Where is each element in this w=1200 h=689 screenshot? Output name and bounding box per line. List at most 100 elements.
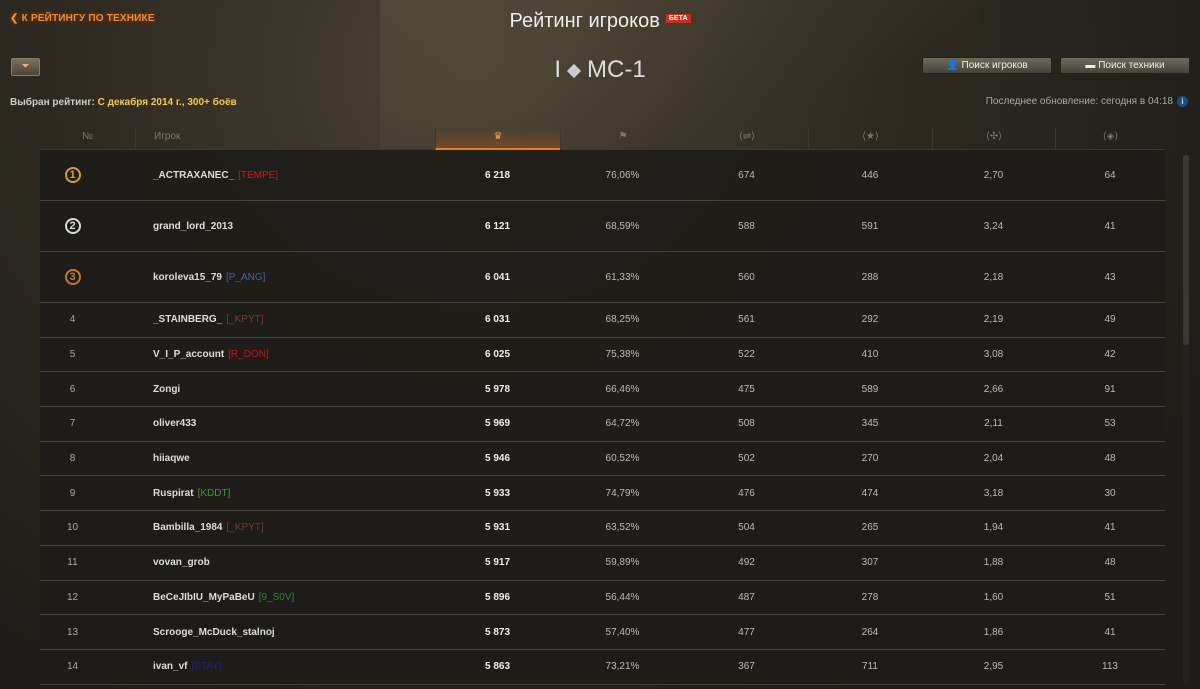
player-name[interactable]: Scrooge_McDuck_stalnoj bbox=[153, 626, 275, 638]
title-text: Рейтинг игроков bbox=[509, 10, 660, 32]
avg-spotted: 41 bbox=[1104, 220, 1116, 232]
rank: 4 bbox=[69, 314, 76, 326]
scrollbar[interactable] bbox=[1183, 155, 1189, 685]
win-rate: 56,44% bbox=[605, 591, 640, 603]
player-name[interactable]: koroleva15_79 bbox=[153, 271, 222, 283]
rank: 13 bbox=[66, 626, 79, 638]
clan-tag[interactable]: [P_ANG] bbox=[225, 271, 266, 283]
table-row[interactable]: 2 grand_lord_2013 6 121 68,59% 588 591 3,24 41 bbox=[40, 201, 1165, 252]
search-vehicles-label: Поиск техники bbox=[1098, 60, 1165, 71]
rank: 5 bbox=[69, 349, 76, 361]
player-cell: BeCeJIbIU_MyPaBeU [9_S0V] bbox=[153, 581, 294, 615]
col-player[interactable]: Игрок bbox=[135, 128, 435, 150]
player-name[interactable]: V_I_P_account bbox=[153, 349, 225, 361]
col-spotted[interactable]: ⟨◈⟩ bbox=[1055, 128, 1165, 150]
col-wins[interactable]: ⚑ bbox=[560, 128, 685, 150]
rank-cell: 3 bbox=[40, 252, 105, 302]
player-cell: ivan_vf [STAY] bbox=[153, 650, 222, 684]
back-to-vehicle-rating-link[interactable]: ❮ К РЕЙТИНГУ ПО ТЕХНИКЕ bbox=[10, 13, 155, 24]
avg-experience: 288 bbox=[861, 271, 879, 283]
avg-kills: 2,70 bbox=[983, 169, 1004, 181]
rank-cell: 12 bbox=[40, 581, 105, 615]
avg-kills: 2,11 bbox=[984, 418, 1003, 430]
table-row[interactable]: 4 _STAINBERG_ [_KPYT] 6 031 68,25% 561 292 2,19… bbox=[40, 303, 1165, 338]
avg-experience: 278 bbox=[861, 591, 879, 603]
avg-damage: 476 bbox=[738, 487, 755, 499]
table-row[interactable]: 3 koroleva15_79 [P_ANG] 6 041 61,33% 560 288 2,… bbox=[40, 252, 1165, 303]
scrollbar-thumb[interactable] bbox=[1183, 155, 1189, 345]
avg-damage: 674 bbox=[738, 169, 755, 181]
avg-kills: 2,19 bbox=[983, 314, 1004, 326]
player-name[interactable]: BeCeJIbIU_MyPaBeU bbox=[153, 591, 255, 603]
star-icon: ⟨★⟩ bbox=[862, 131, 879, 142]
avg-kills: 1,88 bbox=[983, 557, 1004, 569]
table-row[interactable]: 1 _ACTRAXANEC_ [TEMPE] 6 218 76,06% 674 446 2,7… bbox=[40, 150, 1165, 201]
clan-tag[interactable]: [STAY] bbox=[191, 661, 222, 673]
rating-value: 5 969 bbox=[484, 418, 511, 430]
avg-damage: 588 bbox=[738, 220, 755, 232]
rating-value: 5 873 bbox=[484, 626, 511, 638]
col-damage[interactable]: ⟨⇌⟩ bbox=[685, 128, 808, 150]
rank-cell: 5 bbox=[40, 338, 105, 372]
table-row[interactable]: 10 Bambilla_1984 [_KPYT] 5 931 63,52% 504 265 1… bbox=[40, 511, 1165, 546]
info-icon[interactable]: i bbox=[1177, 96, 1188, 107]
avg-damage: 492 bbox=[738, 557, 755, 569]
avg-kills: 1,94 bbox=[983, 522, 1004, 534]
avg-kills: 2,95 bbox=[983, 661, 1004, 673]
tank-name: МС-1 bbox=[587, 56, 646, 83]
player-name[interactable]: Bambilla_1984 bbox=[153, 522, 223, 534]
search-vehicles-button[interactable]: ▬ Поиск техники bbox=[1060, 57, 1190, 74]
col-rating[interactable]: ♛ bbox=[435, 128, 560, 150]
avg-spotted: 91 bbox=[1104, 383, 1116, 395]
medal-icon: 1 bbox=[64, 167, 81, 183]
player-name[interactable]: oliver433 bbox=[153, 418, 197, 430]
rank-cell: 14 bbox=[40, 650, 105, 684]
table-row[interactable]: 6 Zongi 5 978 66,46% 475 589 2,66 91 bbox=[40, 372, 1165, 408]
table-row[interactable]: 7 oliver433 5 969 64,72% 508 345 2,11 53 bbox=[40, 407, 1165, 442]
table-row[interactable]: 8 hiiaqwe 5 946 60,52% 502 270 2,04 48 bbox=[40, 441, 1165, 477]
win-rate: 66,46% bbox=[605, 383, 640, 395]
player-cell: Bambilla_1984 [_KPYT] bbox=[153, 511, 264, 545]
table-row[interactable]: 13 Scrooge_McDuck_stalnoj 5 873 57,40% 477 26… bbox=[40, 615, 1165, 650]
selected-value: С декабря 2014 г., 300+ боёв bbox=[97, 97, 237, 108]
search-players-button[interactable]: 👤 Поиск игроков bbox=[922, 57, 1052, 74]
clan-tag[interactable]: [R_DON] bbox=[228, 349, 269, 361]
table-row[interactable]: 14 ivan_vf [STAY] 5 863 73,21% 367 711 2,95 113 bbox=[40, 649, 1165, 685]
table-row[interactable]: 9 Ruspirat [KDDT] 5 933 74,79% 476 474 3,18 30 bbox=[40, 476, 1165, 512]
win-rate: 60,52% bbox=[605, 453, 640, 465]
player-name[interactable]: Zongi bbox=[153, 383, 181, 395]
player-name[interactable]: ivan_vf bbox=[153, 661, 188, 673]
avg-spotted: 113 bbox=[1102, 661, 1118, 673]
clan-tag[interactable]: [_KPYT] bbox=[226, 522, 264, 534]
selected-label: Выбран рейтинг: bbox=[10, 97, 95, 108]
win-rate: 57,40% bbox=[605, 626, 640, 638]
avg-kills: 3,08 bbox=[983, 349, 1004, 361]
avg-damage: 522 bbox=[738, 349, 755, 361]
win-rate: 73,21% bbox=[605, 661, 640, 673]
player-name[interactable]: Ruspirat bbox=[153, 487, 194, 499]
rating-icon: ♛ bbox=[493, 131, 503, 142]
player-name[interactable]: hiiaqwe bbox=[153, 453, 190, 465]
player-name[interactable]: vovan_grob bbox=[153, 557, 210, 569]
avg-experience: 345 bbox=[861, 418, 879, 430]
table-row[interactable]: 12 BeCeJIbIU_MyPaBeU [9_S0V] 5 896 56,44% 487… bbox=[40, 580, 1165, 616]
clan-tag[interactable]: [_KPYT] bbox=[226, 314, 264, 326]
col-rank[interactable]: № bbox=[82, 131, 93, 142]
avg-damage: 487 bbox=[738, 591, 755, 603]
col-kills[interactable]: ⟨✣⟩ bbox=[932, 128, 1055, 150]
avg-experience: 410 bbox=[861, 349, 879, 361]
rating-value: 5 933 bbox=[484, 487, 511, 499]
clan-tag[interactable]: [KDDT] bbox=[197, 487, 231, 499]
medal-icon: 3 bbox=[64, 269, 81, 285]
clan-tag[interactable]: [TEMPE] bbox=[238, 169, 279, 181]
filter-button[interactable]: ⏷ bbox=[11, 58, 40, 76]
clan-tag[interactable]: [9_S0V] bbox=[258, 591, 295, 603]
player-name[interactable]: _ACTRAXANEC_ bbox=[153, 169, 235, 181]
table-row[interactable]: 5 V_I_P_account [R_DON] 6 025 75,38% 522 410 3,… bbox=[40, 337, 1165, 373]
win-rate: 74,79% bbox=[605, 487, 640, 499]
table-row[interactable]: 11 vovan_grob 5 917 59,89% 492 307 1,88 48 bbox=[40, 545, 1165, 581]
col-experience[interactable]: ⟨★⟩ bbox=[808, 128, 932, 150]
rating-value: 5 896 bbox=[484, 591, 511, 603]
player-name[interactable]: _STAINBERG_ bbox=[153, 314, 223, 326]
player-name[interactable]: grand_lord_2013 bbox=[153, 220, 234, 232]
